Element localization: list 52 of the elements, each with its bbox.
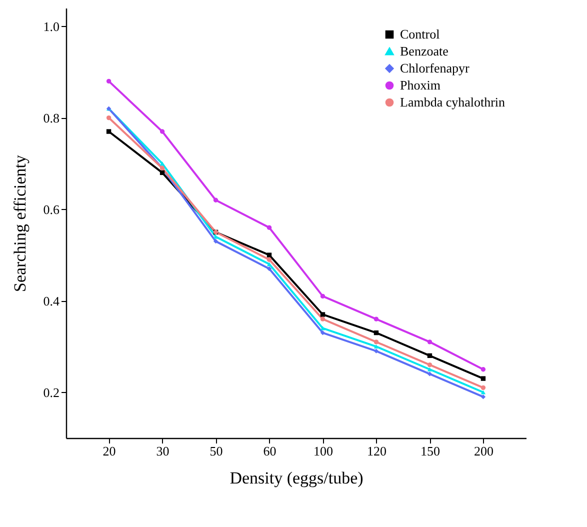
x-tick-label: 120 xyxy=(366,444,386,458)
point xyxy=(427,362,432,368)
point xyxy=(374,348,379,354)
point xyxy=(266,266,272,272)
point xyxy=(480,390,486,394)
point xyxy=(160,129,165,134)
legend-label: Benzoate xyxy=(400,44,449,58)
point xyxy=(266,225,272,230)
point xyxy=(427,340,432,344)
legend-label: Control xyxy=(400,26,440,42)
legend-label: Phoxim xyxy=(400,78,440,92)
point xyxy=(320,316,326,322)
point xyxy=(160,170,165,176)
x-tick-label: 50 xyxy=(210,444,223,458)
point xyxy=(374,344,379,349)
x-tick-label: 200 xyxy=(474,444,494,458)
point xyxy=(106,129,112,134)
point xyxy=(160,162,165,166)
point xyxy=(213,238,218,244)
point xyxy=(480,367,486,372)
point xyxy=(266,257,272,262)
legend-label: Lambda cyhalothrin xyxy=(400,94,506,110)
point xyxy=(320,330,326,336)
point xyxy=(427,367,432,372)
point xyxy=(427,372,432,376)
x-tick-label: 150 xyxy=(420,444,440,458)
x-tick-label: 60 xyxy=(263,444,276,458)
point xyxy=(213,198,218,202)
y-axis-title: Searching efficienty xyxy=(10,154,30,292)
point xyxy=(427,353,432,358)
x-tick-label: 20 xyxy=(102,444,116,458)
y-tick-label: 0.2 xyxy=(43,384,60,400)
x-tick-label: 30 xyxy=(156,444,170,458)
y-tick-label: 0.8 xyxy=(43,110,60,126)
y-tick-label: 0.4 xyxy=(43,293,60,308)
point xyxy=(106,78,112,84)
point xyxy=(213,234,218,239)
y-tick-label: 0.6 xyxy=(43,202,60,217)
x-axis-title: Density (eggs/tube) xyxy=(230,468,364,488)
point xyxy=(106,115,112,120)
point xyxy=(374,316,379,322)
y-tick-label: 1.0 xyxy=(43,18,60,34)
point xyxy=(480,376,486,381)
point xyxy=(480,394,486,400)
point xyxy=(320,294,326,299)
point xyxy=(480,385,486,390)
point xyxy=(374,340,379,344)
point xyxy=(320,312,326,317)
x-tick-label: 100 xyxy=(313,444,333,458)
point xyxy=(266,252,272,258)
point xyxy=(374,330,379,336)
legend-label: Chlorfenapyr xyxy=(400,60,470,76)
